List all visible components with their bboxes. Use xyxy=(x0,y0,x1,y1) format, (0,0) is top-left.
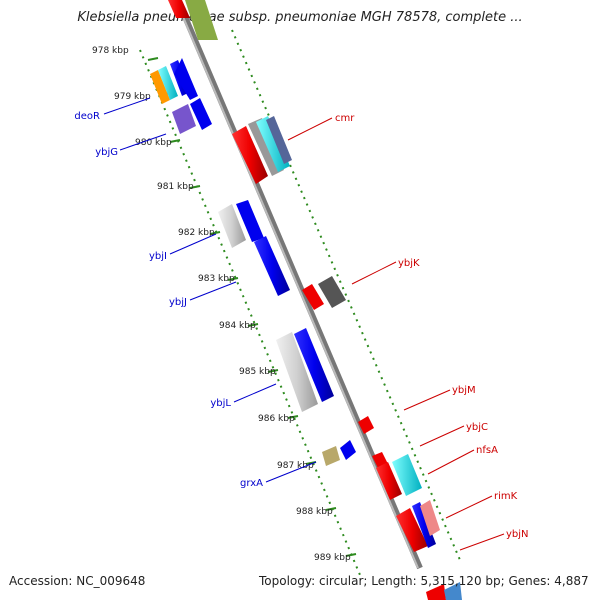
reverse-strand-features xyxy=(150,0,356,466)
feature-block[interactable] xyxy=(254,236,290,296)
feature-block[interactable] xyxy=(392,454,422,496)
feature-block[interactable] xyxy=(396,508,428,552)
reverse-strand-line xyxy=(139,49,361,576)
feature-block[interactable] xyxy=(412,502,436,548)
tick-label: 983 kbp xyxy=(198,274,235,284)
feature-block[interactable] xyxy=(232,126,268,184)
forward-strand-line xyxy=(231,29,461,561)
tick-label: 980 kbp xyxy=(135,138,172,148)
tick-label: 984 kbp xyxy=(219,321,256,331)
feature-block[interactable] xyxy=(256,116,290,172)
feature-block[interactable] xyxy=(302,284,324,310)
tick-label: 982 kbp xyxy=(178,228,215,238)
gene-label-grxA[interactable]: grxA xyxy=(240,478,263,489)
feature-block[interactable] xyxy=(168,0,190,18)
feature-block[interactable] xyxy=(190,98,212,130)
tick-label: 987 kbp xyxy=(277,461,314,471)
gene-label-rimK[interactable]: rimK xyxy=(494,491,518,502)
feature-block[interactable] xyxy=(276,332,318,412)
feature-block[interactable] xyxy=(174,58,198,100)
feature-block[interactable] xyxy=(444,582,462,600)
tick-label: 981 kbp xyxy=(157,182,194,192)
tick-label: 989 kbp xyxy=(314,553,351,563)
gene-label-ybjN[interactable]: ybjN xyxy=(506,529,529,540)
tick-label: 979 kbp xyxy=(114,92,151,102)
forward-strand-features xyxy=(232,116,462,600)
gene-label-ybjJ[interactable]: ybjJ xyxy=(169,297,187,308)
gene-label-ybjC[interactable]: ybjC xyxy=(466,422,488,433)
feature-block[interactable] xyxy=(185,0,218,40)
gene-label-ybjM[interactable]: ybjM xyxy=(452,385,476,396)
accession-text: Accession: NC_009648 xyxy=(9,574,146,588)
gene-label-ybjI[interactable]: ybjI xyxy=(149,251,167,262)
tick-label: 986 kbp xyxy=(258,414,295,424)
gene-label-ybjG[interactable]: ybjG xyxy=(95,147,118,158)
topology-stats: Topology: circular; Length: 5,315,120 bp… xyxy=(259,574,589,588)
backbone-highlight xyxy=(180,11,419,569)
feature-block[interactable] xyxy=(426,584,446,600)
tick-label: 985 kbp xyxy=(239,367,276,377)
left-gene-labels: deoR ybjG ybjI ybjJ ybjL grxA xyxy=(74,97,317,489)
tick-label: 988 kbp xyxy=(296,507,333,517)
feature-block[interactable] xyxy=(266,116,292,164)
feature-block[interactable] xyxy=(236,200,264,242)
gene-label-nfsA[interactable]: nfsA xyxy=(476,445,498,456)
gene-label-deoR[interactable]: deoR xyxy=(74,111,100,122)
feature-block[interactable] xyxy=(376,462,402,500)
feature-block[interactable] xyxy=(158,66,178,100)
gene-label-ybjL[interactable]: ybjL xyxy=(210,398,231,409)
feature-block[interactable] xyxy=(340,440,356,460)
feature-block[interactable] xyxy=(218,204,246,248)
gene-label-cmr[interactable]: cmr xyxy=(335,113,355,124)
feature-block[interactable] xyxy=(322,446,340,466)
feature-block[interactable] xyxy=(294,328,334,402)
gene-label-ybjK[interactable]: ybjK xyxy=(398,258,420,269)
feature-block[interactable] xyxy=(172,104,196,134)
feature-block[interactable] xyxy=(358,416,374,434)
right-gene-labels: cmr ybjK ybjM ybjC nfsA rimK ybjN xyxy=(287,113,529,551)
feature-block[interactable] xyxy=(150,70,170,104)
feature-block[interactable] xyxy=(318,276,346,308)
tick-label: 978 kbp xyxy=(92,46,129,56)
feature-block[interactable] xyxy=(420,500,440,536)
